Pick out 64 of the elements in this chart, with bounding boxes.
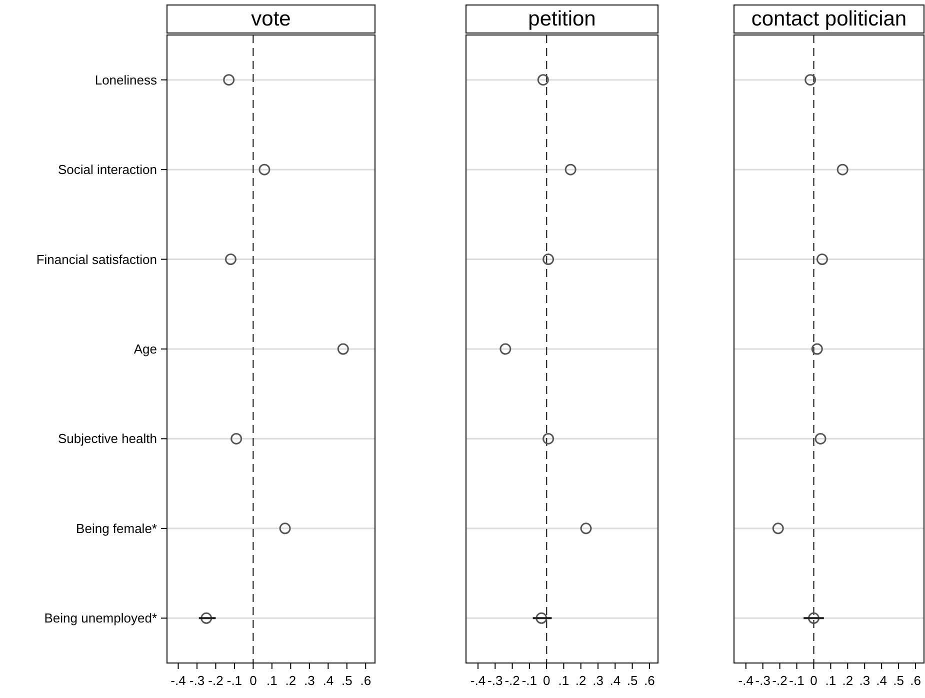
x-tick-label: -.1: [522, 673, 538, 688]
point: [804, 74, 816, 86]
x-tick-label: .3: [592, 673, 604, 688]
x-tick-label: .2: [842, 673, 854, 688]
x-tick-label: -.2: [504, 673, 520, 688]
point: [536, 612, 548, 624]
x-tick-label: .6: [360, 673, 372, 688]
x-tick-label: -.1: [789, 673, 804, 688]
point: [500, 343, 512, 355]
point: [200, 612, 212, 624]
chart-title: petition: [528, 8, 596, 30]
x-tick-label: .4: [610, 673, 621, 688]
point: [811, 343, 823, 355]
x-tick-label: 0: [542, 673, 550, 688]
point: [542, 432, 554, 444]
chart-title: vote: [251, 8, 291, 30]
point: [337, 343, 349, 355]
y-tick-label: Age: [134, 342, 157, 356]
point: [808, 612, 820, 624]
x-tick-label: .1: [266, 673, 278, 688]
point: [814, 432, 826, 444]
point: [816, 254, 828, 266]
point: [258, 164, 270, 176]
y-tick-label: Social interaction: [58, 162, 157, 178]
point: [279, 522, 291, 534]
x-tick-label: -.3: [488, 673, 503, 688]
x-tick-label: -.2: [208, 673, 224, 688]
x-tick-label: .3: [859, 673, 870, 688]
point: [564, 164, 576, 176]
point: [542, 254, 554, 266]
x-tick-label: -.3: [755, 673, 770, 688]
x-tick-label: .4: [876, 673, 888, 688]
x-tick-label: -.4: [738, 673, 754, 688]
y-tick-label: Financial satisfaction: [36, 252, 157, 267]
x-tick-label: .6: [910, 673, 921, 688]
point: [223, 74, 235, 86]
x-tick-label: -.3: [189, 673, 205, 688]
x-tick-label: -.1: [226, 673, 242, 688]
x-tick-label: .2: [285, 673, 296, 688]
point: [230, 432, 242, 444]
x-tick-label: 0: [810, 673, 818, 688]
x-tick-label: .1: [558, 673, 570, 688]
y-tick-label: Subjective health: [58, 431, 157, 446]
x-tick-label: .6: [644, 673, 655, 688]
x-tick-label: -.4: [170, 673, 186, 688]
point: [580, 522, 592, 534]
x-tick-label: .5: [893, 673, 904, 688]
y-tick-label: Being unemployed*: [44, 610, 157, 626]
x-tick-label: .4: [322, 673, 334, 688]
x-tick-label: .2: [575, 673, 586, 688]
x-tick-label: -.4: [470, 673, 486, 688]
x-tick-label: -.2: [772, 673, 788, 688]
chart-title: contact politician: [751, 8, 907, 30]
point: [537, 74, 549, 86]
y-tick-label: Loneliness: [94, 72, 158, 88]
x-tick-label: 0: [250, 673, 257, 688]
point: [224, 254, 236, 266]
x-tick-label: .5: [626, 673, 638, 688]
x-tick-label: .3: [304, 673, 315, 688]
y-tick-label: Being female*: [76, 520, 157, 536]
x-tick-label: .5: [341, 673, 352, 688]
point: [772, 522, 784, 534]
x-tick-label: .1: [825, 673, 836, 688]
point: [836, 164, 848, 176]
